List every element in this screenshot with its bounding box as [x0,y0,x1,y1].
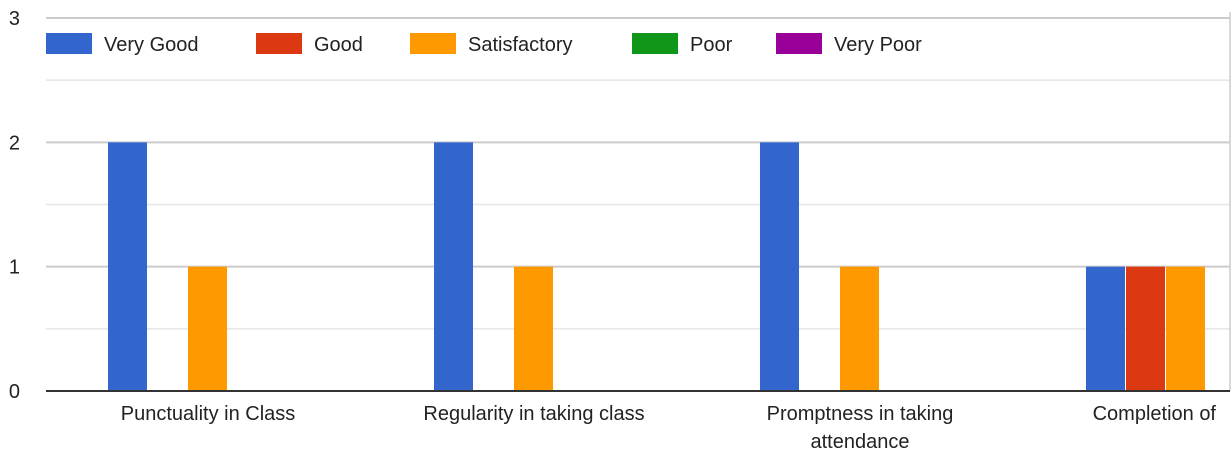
y-axis-ticks: 0 1 2 3 [9,8,20,403]
legend-swatch [632,33,678,54]
bar [1086,266,1125,391]
bar [840,266,879,391]
bar [760,142,799,391]
y-tick-label: 3 [9,8,20,30]
legend: Very Good Good Satisfactory Poor Very Poor [46,33,922,56]
y-tick-label: 2 [9,132,20,154]
bars [108,142,1205,391]
legend-swatch [776,33,822,54]
bar [108,142,147,391]
legend-swatch [410,33,456,54]
legend-swatch [46,33,92,54]
legend-swatch [256,33,302,54]
bar [514,266,553,391]
y-tick-label: 0 [9,381,20,403]
x-tick-label: Completion of [1093,403,1217,425]
bar [188,266,227,391]
y-tick-label: 1 [9,257,20,279]
x-tick-label: Punctuality in Class [121,403,296,425]
legend-label: Poor [690,34,733,56]
legend-label: Good [314,34,363,56]
bar [1126,266,1165,391]
x-tick-label: Promptness in taking [767,403,954,425]
legend-label: Very Good [104,34,199,56]
x-axis-labels: Punctuality in Class Regularity in taking… [121,403,1217,453]
grid [46,12,1231,391]
legend-label: Satisfactory [468,34,572,56]
x-tick-label: attendance [811,431,910,453]
x-tick-label: Regularity in taking class [423,403,644,425]
legend-label: Very Poor [834,34,922,56]
bar [1166,266,1205,391]
bar [434,142,473,391]
